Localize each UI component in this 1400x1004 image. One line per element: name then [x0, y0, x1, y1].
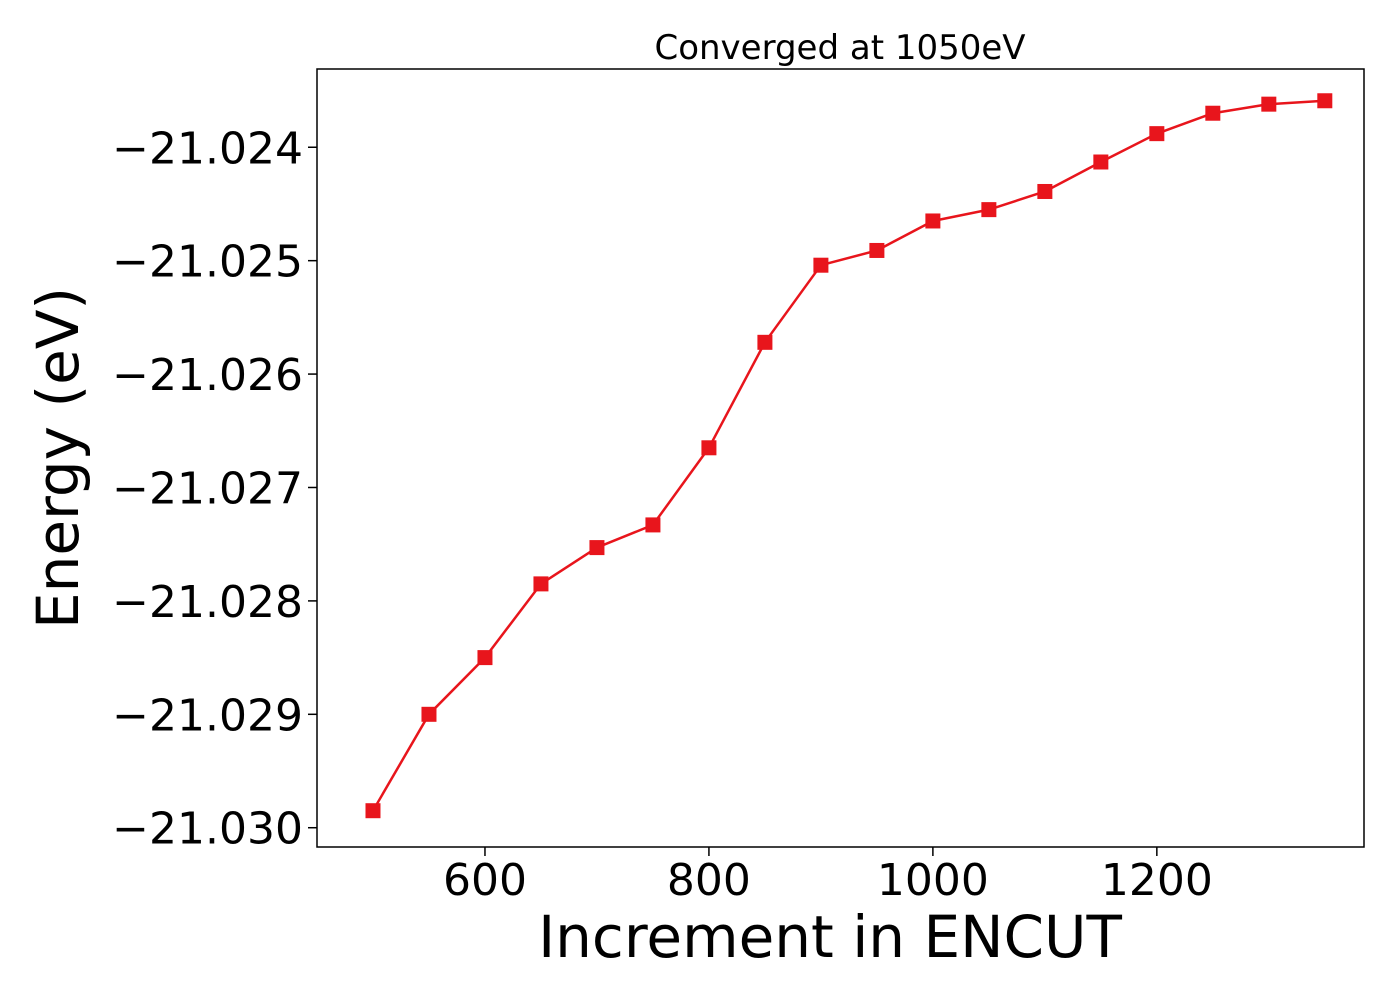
data-point-marker	[813, 257, 829, 273]
data-point-marker	[757, 334, 773, 350]
x-tick-label: 800	[667, 855, 751, 906]
y-axis-label: Energy (eV)	[24, 287, 92, 629]
data-point-marker	[365, 803, 381, 819]
data-point-marker	[981, 202, 997, 218]
y-tick-label: −21.030	[112, 804, 303, 855]
y-tick-label: −21.028	[112, 577, 303, 628]
axes-layer: 600 800 1000 1200 −21.024 −21.025 −21.026 −21.0…	[112, 123, 1213, 906]
chart-title: Converged at 1050eV	[654, 28, 1025, 68]
y-tick-label: −21.027	[112, 463, 303, 514]
data-point-marker	[533, 576, 549, 592]
data-point-marker	[701, 440, 717, 456]
data-point-marker	[589, 540, 605, 556]
data-point-marker	[1317, 93, 1333, 109]
data-point-marker	[869, 242, 885, 258]
x-tick-label: 1000	[877, 855, 989, 906]
data-point-marker	[1149, 126, 1165, 142]
series-line	[371, 99, 1325, 812]
x-tick-label: 1200	[1101, 855, 1213, 906]
x-axis-label: Increment in ENCUT	[538, 903, 1122, 971]
data-point-marker	[1261, 96, 1277, 112]
data-point-marker	[1037, 183, 1053, 199]
y-tick-label: −21.029	[112, 690, 303, 741]
y-tick-label: −21.024	[112, 123, 303, 174]
y-tick-label: −21.026	[112, 350, 303, 401]
data-point-marker	[925, 213, 941, 229]
data-point-marker	[421, 706, 437, 722]
data-point-marker	[645, 517, 661, 533]
y-tick-label: −21.025	[112, 237, 303, 288]
x-tick-label: 600	[443, 855, 527, 906]
plot-frame	[316, 68, 1365, 848]
data-point-marker	[1093, 154, 1109, 170]
series-layer	[365, 93, 1333, 819]
data-point-marker	[477, 650, 493, 666]
data-point-marker	[1205, 105, 1221, 121]
